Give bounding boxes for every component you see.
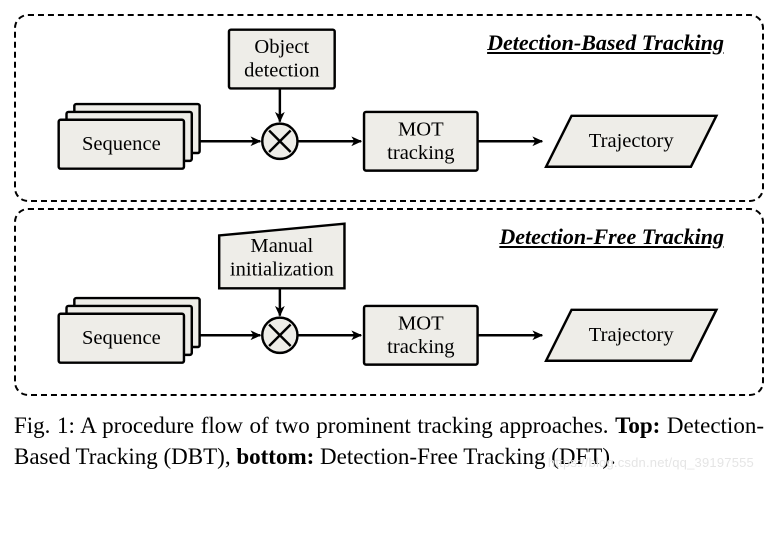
panel-dft-svg: Sequence Manual initialization M bbox=[16, 210, 762, 394]
figure-container: Detection-Based Tracking Sequence Ob bbox=[14, 14, 764, 472]
sequence-label: Sequence bbox=[59, 120, 184, 169]
output-label: Trajectory bbox=[546, 116, 716, 167]
merge-node bbox=[262, 124, 297, 159]
input-box-label: Object detection bbox=[229, 30, 335, 89]
panel-dbt-svg: Sequence Object detection MOT tr bbox=[16, 16, 762, 200]
merge-node bbox=[262, 318, 297, 353]
caption-top-bold: Top: bbox=[615, 413, 660, 438]
watermark: https://blog.csdn.net/qq_39197555 bbox=[548, 455, 754, 470]
panel-dbt: Detection-Based Tracking Sequence Ob bbox=[14, 14, 764, 202]
sequence-label: Sequence bbox=[59, 314, 184, 363]
caption-prefix: Fig. 1: A procedure flow of two prominen… bbox=[14, 413, 615, 438]
input-box-label: Manual initialization bbox=[219, 228, 344, 289]
caption-bottom-bold: bottom: bbox=[236, 444, 314, 469]
panel-dft: Detection-Free Tracking Sequence Man bbox=[14, 208, 764, 396]
tracking-label: MOT tracking bbox=[364, 306, 478, 365]
output-label: Trajectory bbox=[546, 310, 716, 361]
tracking-label: MOT tracking bbox=[364, 112, 478, 171]
